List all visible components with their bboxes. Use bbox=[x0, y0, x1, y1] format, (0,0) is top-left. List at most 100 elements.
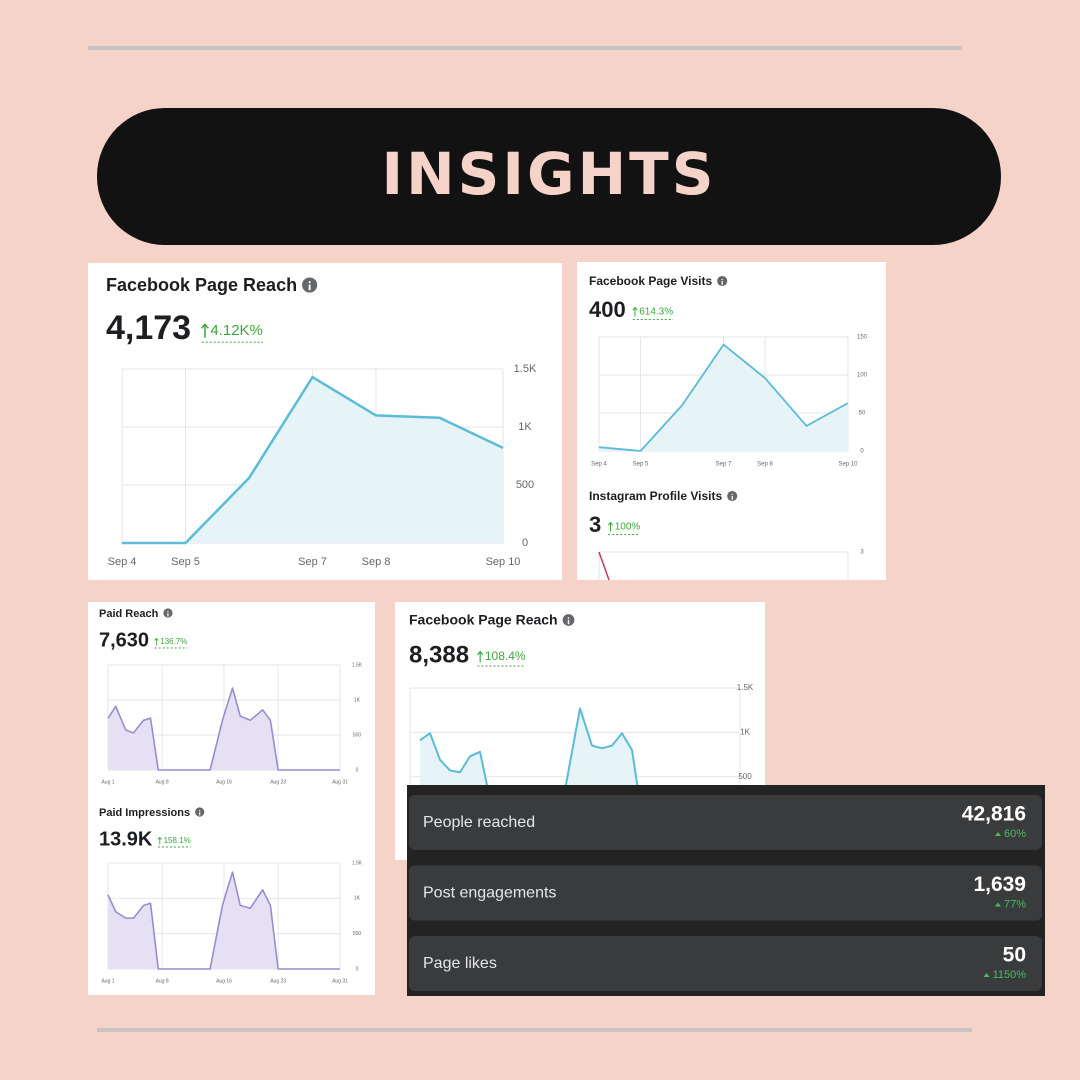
metric-change-arrow bbox=[994, 902, 1001, 907]
change-label: 614.3% bbox=[639, 307, 673, 318]
y-tick-label: 1K bbox=[740, 727, 750, 736]
y-tick-label: 100 bbox=[857, 373, 868, 379]
area-fill bbox=[122, 377, 503, 543]
card-content: Paid Reach 7,630 136.7% 0 500 1K 1.5K Aug 1 Aug … bbox=[99, 608, 363, 984]
info-icon-dot bbox=[731, 493, 733, 496]
change-label: 100% bbox=[615, 522, 641, 533]
instagram-line-fragment bbox=[598, 551, 610, 581]
x-tick-label: Sep 5 bbox=[633, 462, 649, 468]
page-title: INSIGHTS bbox=[382, 140, 717, 208]
y-tick-label: 3 bbox=[860, 550, 864, 556]
panel-title: Facebook Page Reach bbox=[409, 612, 558, 628]
change-arrow bbox=[607, 521, 614, 532]
x-tick-label: Sep 4 bbox=[591, 462, 607, 468]
change-arrow bbox=[157, 836, 162, 845]
x-tick-label: Sep 10 bbox=[838, 462, 858, 468]
x-tick-label: Aug 8 bbox=[156, 779, 169, 785]
x-tick-label: Sep 5 bbox=[171, 556, 200, 568]
x-tick-label: Aug 23 bbox=[270, 978, 286, 984]
panel-value: 3 bbox=[589, 512, 601, 537]
panel-value: 8,388 bbox=[409, 641, 469, 668]
y-tick-label: 1K bbox=[354, 896, 361, 902]
y-tick-label: 500 bbox=[353, 732, 362, 738]
panel-value: 400 bbox=[589, 297, 626, 322]
x-tick-label: Aug 16 bbox=[216, 779, 232, 785]
y-tick-label: 0 bbox=[356, 767, 359, 773]
y-tick-label: 500 bbox=[353, 931, 362, 937]
metric-change: 1150% bbox=[993, 969, 1027, 981]
info-icon bbox=[195, 807, 205, 817]
metric-label: Post engagements bbox=[423, 885, 556, 902]
y-tick-label: 1.5K bbox=[737, 683, 754, 692]
x-tick-label: Aug 1 bbox=[101, 978, 114, 984]
x-tick-label: Aug 8 bbox=[156, 978, 169, 984]
x-tick-label: Sep 8 bbox=[362, 556, 391, 568]
metric-value: 1,639 bbox=[973, 873, 1026, 896]
y-tick-label: 1K bbox=[518, 421, 532, 433]
panel-title: Paid Impressions bbox=[99, 807, 190, 819]
change-label: 136.7% bbox=[160, 637, 187, 646]
y-tick-label: 150 bbox=[857, 335, 868, 341]
change-arrow bbox=[154, 637, 159, 646]
metric-row bbox=[409, 865, 1042, 921]
metric-change: 77% bbox=[1004, 898, 1026, 910]
metrics: People reached 42,816 60% Post engagements 1… bbox=[409, 795, 1042, 991]
panel-value: 4,173 bbox=[106, 309, 191, 347]
metric-row bbox=[409, 936, 1042, 991]
metric-change-arrow bbox=[983, 973, 990, 977]
x-tick-label: Aug 16 bbox=[216, 978, 232, 984]
card-content: Facebook Page Reach 4,173 4.12K% 0 500 1K 1.5K… bbox=[106, 275, 537, 568]
metric-label: People reached bbox=[423, 814, 535, 831]
y-tick-label: 1.5K bbox=[352, 860, 363, 866]
info-icon-dot bbox=[721, 278, 723, 281]
panel-value: 13.9K bbox=[99, 828, 153, 850]
y-tick-label: 50 bbox=[859, 411, 866, 417]
info-icon-dot bbox=[308, 281, 311, 284]
line bbox=[598, 343, 849, 452]
panel-title: Facebook Page Reach bbox=[106, 275, 297, 295]
change-label: 4.12K% bbox=[210, 322, 263, 339]
line bbox=[107, 871, 340, 970]
info-icon-dot bbox=[199, 810, 201, 812]
area-fill bbox=[108, 872, 340, 969]
metric-value: 50 bbox=[1003, 944, 1026, 967]
metric-label: Page likes bbox=[423, 955, 497, 972]
metric-value: 42,816 bbox=[962, 803, 1026, 826]
line bbox=[107, 687, 340, 771]
x-tick-label: Sep 10 bbox=[486, 556, 521, 568]
y-tick-label: 500 bbox=[516, 479, 534, 491]
metric-change-arrow bbox=[994, 832, 1001, 836]
change-label: 108.4% bbox=[485, 649, 526, 663]
y-tick-label: 0 bbox=[860, 449, 864, 455]
area-fill bbox=[599, 344, 848, 451]
y-tick-label: 0 bbox=[356, 966, 359, 972]
x-tick-label: Aug 23 bbox=[270, 779, 286, 785]
x-tick-label: Sep 4 bbox=[108, 556, 137, 568]
y-tick-label: 1.5K bbox=[352, 662, 363, 668]
x-tick-label: Sep 7 bbox=[298, 556, 327, 568]
x-tick-label: Aug 1 bbox=[101, 779, 114, 785]
line bbox=[122, 375, 504, 545]
panel-value: 7,630 bbox=[99, 629, 149, 651]
metric-row bbox=[409, 795, 1042, 850]
y-tick-label: 0 bbox=[522, 537, 528, 549]
x-tick-label: Aug 31 bbox=[332, 978, 348, 984]
change-arrow bbox=[201, 323, 209, 338]
title-pill bbox=[97, 108, 1001, 245]
panel-title: Facebook Page Visits bbox=[589, 274, 712, 288]
x-tick-label: Sep 8 bbox=[757, 462, 773, 468]
info-icon-dot bbox=[567, 617, 570, 619]
y-tick-label: 1.5K bbox=[514, 363, 537, 375]
area-fill bbox=[108, 688, 340, 770]
info-icon bbox=[163, 608, 173, 618]
info-icon-dot bbox=[167, 611, 169, 613]
panel-title: Instagram Profile Visits bbox=[589, 489, 722, 503]
y-tick-label: 1K bbox=[354, 697, 361, 703]
metric-change: 60% bbox=[1004, 828, 1026, 840]
card-content: Facebook Page Visits 400 614.3% 0 50 100 150 Se… bbox=[589, 274, 868, 580]
y-tick-label: 500 bbox=[738, 772, 752, 781]
x-tick-label: Sep 7 bbox=[716, 462, 732, 468]
panel-title: Paid Reach bbox=[99, 608, 159, 620]
